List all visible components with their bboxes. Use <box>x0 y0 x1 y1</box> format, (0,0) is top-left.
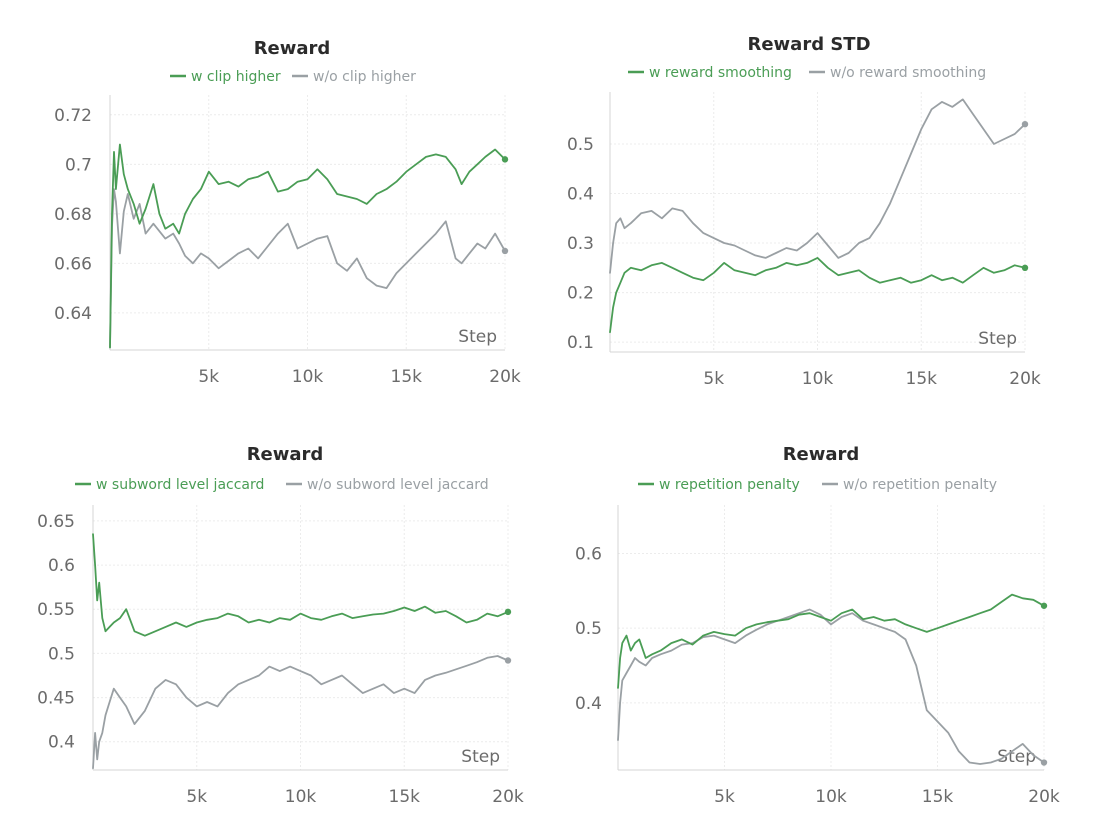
series-line-with <box>609 256 1026 334</box>
y-tick-label: 0.6 <box>575 545 602 565</box>
y-tick-label: 0.55 <box>37 600 75 620</box>
plot-area: 0.1 0.2 0.3 0.4 0.5 5k 10k 15k 20k Step <box>567 92 1041 389</box>
x-tick-label: 5k <box>186 787 207 807</box>
chart-title: Reward <box>783 444 860 465</box>
legend-label: w/o subword level jaccard <box>307 477 489 493</box>
x-tick-label: 5k <box>703 369 724 389</box>
y-tick-label: 0.4 <box>48 733 75 753</box>
y-tick-label: 0.66 <box>54 254 92 274</box>
y-tick-label: 0.5 <box>48 644 75 664</box>
y-tick-label: 0.2 <box>567 284 594 304</box>
series-end-point <box>501 247 509 255</box>
series-end-point <box>1040 602 1048 609</box>
plot-area: 0.4 0.5 0.6 5k 10k 15k 20k Step <box>575 505 1060 807</box>
x-tick-label: 10k <box>285 787 317 807</box>
panel-1-reward-clip: Reward w clip higher w/o clip higher 0.6… <box>54 38 521 387</box>
x-axis-label: Step <box>458 327 497 347</box>
legend-label: w/o clip higher <box>313 69 416 85</box>
series-end-point <box>501 156 509 163</box>
series-line-with <box>617 593 1045 689</box>
y-tick-label: 0.7 <box>65 155 92 175</box>
x-tick-label: 20k <box>489 367 521 387</box>
series-end-point <box>1040 759 1048 766</box>
chart-title: Reward STD <box>747 34 870 55</box>
y-tick-label: 0.68 <box>54 205 92 225</box>
series-end-point <box>504 608 512 616</box>
y-tick-label: 0.4 <box>575 694 602 714</box>
panel-2-reward-std: Reward STD w reward smoothing w/o reward… <box>567 34 1041 389</box>
x-axis-label: Step <box>978 329 1017 349</box>
series-end-point <box>1021 120 1029 128</box>
x-axis-label: Step <box>461 747 500 767</box>
series-line-without <box>609 98 1026 274</box>
legend: w reward smoothing w/o reward smoothing <box>628 65 986 81</box>
series-line-without <box>109 188 506 349</box>
series-line-with <box>109 143 506 349</box>
x-tick-label: 15k <box>389 787 421 807</box>
y-tick-label: 0.65 <box>37 512 75 532</box>
y-tick-label: 0.64 <box>54 304 92 324</box>
series-end-point <box>1021 264 1029 272</box>
y-tick-label: 0.6 <box>48 556 75 576</box>
legend: w clip higher w/o clip higher <box>170 69 416 85</box>
series-line-without <box>617 608 1045 765</box>
legend-label: w repetition penalty <box>659 477 800 493</box>
x-tick-label: 15k <box>391 367 423 387</box>
x-tick-label: 20k <box>1009 369 1041 389</box>
y-tick-label: 0.4 <box>567 185 594 205</box>
legend: w subword level jaccard w/o subword leve… <box>75 477 489 493</box>
x-tick-label: 15k <box>922 787 954 807</box>
legend: w repetition penalty w/o repetition pena… <box>638 477 997 493</box>
x-axis-label: Step <box>997 747 1036 767</box>
y-tick-label: 0.45 <box>37 689 75 709</box>
x-tick-label: 10k <box>815 787 847 807</box>
legend-label: w clip higher <box>191 69 281 85</box>
y-tick-label: 0.5 <box>567 135 594 155</box>
panel-3-reward-jaccard: Reward w subword level jaccard w/o subwo… <box>37 444 524 807</box>
x-tick-label: 15k <box>906 369 938 389</box>
chart-title: Reward <box>247 444 324 465</box>
series-line-with <box>92 533 509 637</box>
x-tick-label: 10k <box>802 369 834 389</box>
series-end-point <box>504 657 512 664</box>
legend-label: w reward smoothing <box>649 65 792 81</box>
y-tick-label: 0.72 <box>54 106 92 126</box>
y-tick-label: 0.3 <box>567 234 594 254</box>
x-tick-label: 20k <box>492 787 524 807</box>
x-tick-label: 20k <box>1028 787 1060 807</box>
legend-label: w/o repetition penalty <box>843 477 997 493</box>
legend-label: w subword level jaccard <box>96 477 264 493</box>
x-tick-label: 10k <box>292 367 324 387</box>
legend-label: w/o reward smoothing <box>830 65 986 81</box>
y-tick-label: 0.5 <box>575 619 602 639</box>
x-tick-label: 5k <box>714 787 735 807</box>
plot-area: 0.4 0.45 0.5 0.55 0.6 0.65 5k 10k 15k 20k Step <box>37 505 524 807</box>
chart-title: Reward <box>254 38 331 59</box>
y-tick-label: 0.1 <box>567 333 594 353</box>
panel-4-reward-repetition: Reward w repetition penalty w/o repetiti… <box>575 444 1060 807</box>
plot-area: 0.64 0.66 0.68 0.7 0.72 5k 10k 15k 20k Step <box>54 95 521 387</box>
series-line-without <box>92 655 509 770</box>
x-tick-label: 5k <box>198 367 219 387</box>
